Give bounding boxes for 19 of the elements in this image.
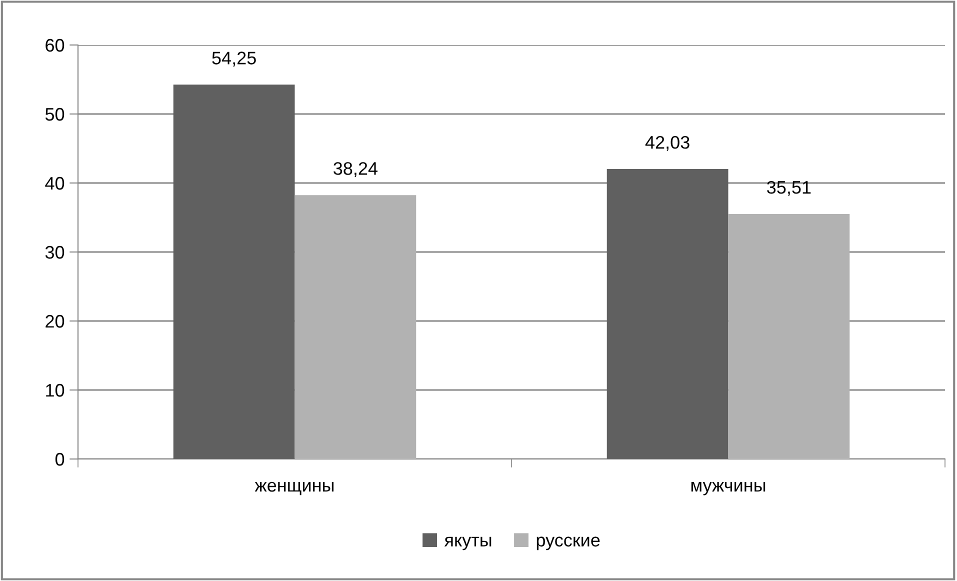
y-tick-label: 0 — [55, 452, 64, 466]
bar — [173, 84, 295, 459]
y-tick-label: 40 — [45, 176, 64, 190]
bar — [606, 168, 728, 459]
y-tick-label: 20 — [46, 314, 64, 328]
bar — [294, 195, 416, 459]
y-tick-label: 10 — [46, 384, 64, 397]
data-label: 54,25 — [212, 52, 256, 67]
data-label: 38,24 — [334, 162, 378, 178]
y-tick-label: 50 — [45, 108, 64, 121]
y-tick-label: 30 — [45, 246, 64, 259]
data-label: 35,51 — [767, 180, 811, 196]
x-tick-label: мужчины — [691, 482, 766, 496]
legend-label: русские — [536, 536, 600, 550]
legend-label: якуты — [444, 536, 492, 550]
y-tick-label: 60 — [46, 38, 64, 52]
x-tick-label: женщины — [254, 482, 334, 496]
bar — [728, 214, 850, 459]
data-label: 42,03 — [645, 136, 690, 151]
